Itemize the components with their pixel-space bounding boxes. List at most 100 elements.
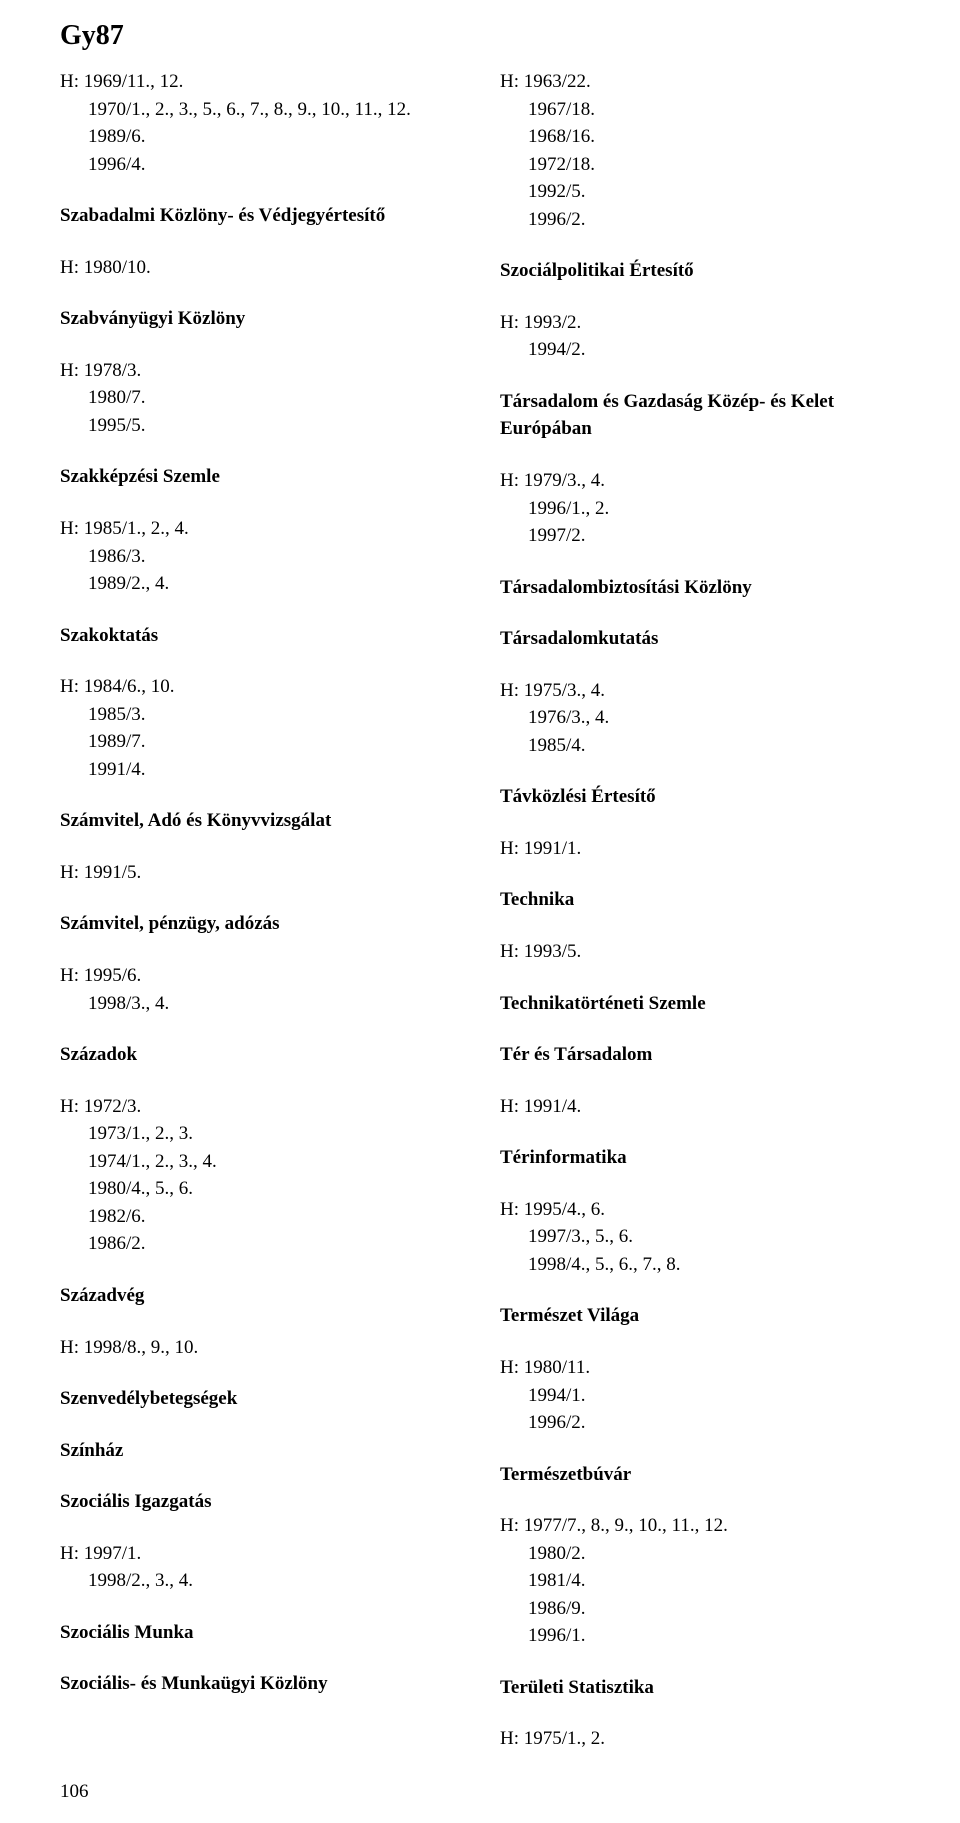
entry-block: Századok bbox=[60, 1041, 460, 1069]
entry-line: H: 1969/11., 12. bbox=[60, 68, 460, 96]
entry-line: 1996/2. bbox=[500, 1409, 900, 1437]
entry-line: 1989/7. bbox=[60, 728, 460, 756]
entry-line: 1981/4. bbox=[500, 1567, 900, 1595]
entry-block: H: 1993/2.1994/2. bbox=[500, 309, 900, 364]
entry-block: H: 1963/22.1967/18.1968/16.1972/18.1992/… bbox=[500, 68, 900, 233]
entry-line: 1998/3., 4. bbox=[60, 990, 460, 1018]
entry-line: 1986/9. bbox=[500, 1595, 900, 1623]
document-header: Gy87 bbox=[60, 20, 900, 52]
entry-block: Szakképzési Szemle bbox=[60, 463, 460, 491]
entry-block: Színház bbox=[60, 1437, 460, 1465]
entry-title: Számvitel, Adó és Könyvvizsgálat bbox=[60, 807, 460, 835]
entry-block: Szabványügyi Közlöny bbox=[60, 305, 460, 333]
entry-line: H: 1998/8., 9., 10. bbox=[60, 1334, 460, 1362]
entry-title: Társadalombiztosítási Közlöny bbox=[500, 574, 900, 602]
entry-block: H: 1993/5. bbox=[500, 938, 900, 966]
entry-line: H: 1995/4., 6. bbox=[500, 1196, 900, 1224]
entry-block: H: 1975/3., 4.1976/3., 4.1985/4. bbox=[500, 677, 900, 760]
entry-line: H: 1993/5. bbox=[500, 938, 900, 966]
entry-line: 1980/2. bbox=[500, 1540, 900, 1568]
entry-block: Szociális Munka bbox=[60, 1619, 460, 1647]
entry-title: Szociálpolitikai Értesítő bbox=[500, 257, 900, 285]
entry-title: Szakképzési Szemle bbox=[60, 463, 460, 491]
entry-block: Távközlési Értesítő bbox=[500, 783, 900, 811]
entry-title: Szakoktatás bbox=[60, 622, 460, 650]
entry-line: H: 1985/1., 2., 4. bbox=[60, 515, 460, 543]
entry-line: H: 1979/3., 4. bbox=[500, 467, 900, 495]
entry-line: 1996/1., 2. bbox=[500, 495, 900, 523]
entry-block: H: 1969/11., 12.1970/1., 2., 3., 5., 6.,… bbox=[60, 68, 460, 178]
entry-title: Társadalom és Gazdaság Közép- és Kelet E… bbox=[500, 388, 900, 443]
entry-block: H: 1995/6.1998/3., 4. bbox=[60, 962, 460, 1017]
entry-line: H: 1997/1. bbox=[60, 1540, 460, 1568]
two-column-layout: H: 1969/11., 12.1970/1., 2., 3., 5., 6.,… bbox=[60, 68, 900, 1777]
entry-line: H: 1978/3. bbox=[60, 357, 460, 385]
right-column: H: 1963/22.1967/18.1968/16.1972/18.1992/… bbox=[500, 68, 900, 1777]
entry-line: H: 1972/3. bbox=[60, 1093, 460, 1121]
entry-line: 1982/6. bbox=[60, 1203, 460, 1231]
entry-block: Technikatörténeti Szemle bbox=[500, 990, 900, 1018]
entry-line: 1985/4. bbox=[500, 732, 900, 760]
entry-title: Századvég bbox=[60, 1282, 460, 1310]
entry-block: H: 1991/4. bbox=[500, 1093, 900, 1121]
entry-block: H: 1980/11.1994/1.1996/2. bbox=[500, 1354, 900, 1437]
entry-line: H: 1963/22. bbox=[500, 68, 900, 96]
entry-block: H: 1997/1.1998/2., 3., 4. bbox=[60, 1540, 460, 1595]
entry-block: Természetbúvár bbox=[500, 1461, 900, 1489]
entry-title: Technika bbox=[500, 886, 900, 914]
page: Gy87 H: 1969/11., 12.1970/1., 2., 3., 5.… bbox=[0, 0, 960, 1823]
entry-block: Szenvedélybetegségek bbox=[60, 1385, 460, 1413]
entry-block: H: 1998/8., 9., 10. bbox=[60, 1334, 460, 1362]
entry-line: 1989/2., 4. bbox=[60, 570, 460, 598]
entry-block: Térinformatika bbox=[500, 1144, 900, 1172]
entry-line: H: 1993/2. bbox=[500, 309, 900, 337]
entry-line: 1986/2. bbox=[60, 1230, 460, 1258]
entry-block: Technika bbox=[500, 886, 900, 914]
entry-line: H: 1980/11. bbox=[500, 1354, 900, 1382]
entry-block: H: 1977/7., 8., 9., 10., 11., 12.1980/2.… bbox=[500, 1512, 900, 1650]
entry-block: H: 1995/4., 6.1997/3., 5., 6.1998/4., 5.… bbox=[500, 1196, 900, 1279]
entry-block: H: 1991/1. bbox=[500, 835, 900, 863]
entry-line: 1976/3., 4. bbox=[500, 704, 900, 732]
entry-block: Századvég bbox=[60, 1282, 460, 1310]
entry-title: Századok bbox=[60, 1041, 460, 1069]
entry-block: Szabadalmi Közlöny- és Védjegyértesítő bbox=[60, 202, 460, 230]
entry-block: Szociális Igazgatás bbox=[60, 1488, 460, 1516]
entry-line: 1998/4., 5., 6., 7., 8. bbox=[500, 1251, 900, 1279]
entry-line: 1970/1., 2., 3., 5., 6., 7., 8., 9., 10.… bbox=[60, 96, 460, 124]
entry-line: 1985/3. bbox=[60, 701, 460, 729]
entry-line: H: 1991/1. bbox=[500, 835, 900, 863]
entry-line: 1997/2. bbox=[500, 522, 900, 550]
entry-line: H: 1980/10. bbox=[60, 254, 460, 282]
entry-line: H: 1991/4. bbox=[500, 1093, 900, 1121]
entry-title: Szociális- és Munkaügyi Közlöny bbox=[60, 1670, 460, 1698]
entry-block: Területi Statisztika bbox=[500, 1674, 900, 1702]
left-column: H: 1969/11., 12.1970/1., 2., 3., 5., 6.,… bbox=[60, 68, 460, 1777]
entry-line: 1980/7. bbox=[60, 384, 460, 412]
entry-line: 1968/16. bbox=[500, 123, 900, 151]
entry-block: H: 1985/1., 2., 4.1986/3.1989/2., 4. bbox=[60, 515, 460, 598]
entry-title: Szabványügyi Közlöny bbox=[60, 305, 460, 333]
entry-line: 1986/3. bbox=[60, 543, 460, 571]
entry-line: H: 1995/6. bbox=[60, 962, 460, 990]
entry-title: Természet Világa bbox=[500, 1302, 900, 1330]
entry-line: 1996/2. bbox=[500, 206, 900, 234]
entry-line: 1998/2., 3., 4. bbox=[60, 1567, 460, 1595]
entry-block: Szakoktatás bbox=[60, 622, 460, 650]
entry-title: Távközlési Értesítő bbox=[500, 783, 900, 811]
entry-line: 1995/5. bbox=[60, 412, 460, 440]
entry-line: 1997/3., 5., 6. bbox=[500, 1223, 900, 1251]
entry-title: Térinformatika bbox=[500, 1144, 900, 1172]
entry-block: H: 1980/10. bbox=[60, 254, 460, 282]
entry-line: H: 1975/1., 2. bbox=[500, 1725, 900, 1753]
entry-block: Természet Világa bbox=[500, 1302, 900, 1330]
entry-line: 1972/18. bbox=[500, 151, 900, 179]
entry-block: Tér és Társadalom bbox=[500, 1041, 900, 1069]
entry-line: 1974/1., 2., 3., 4. bbox=[60, 1148, 460, 1176]
entry-block: H: 1991/5. bbox=[60, 859, 460, 887]
entry-line: 1992/5. bbox=[500, 178, 900, 206]
entry-block: Társadalombiztosítási Közlöny bbox=[500, 574, 900, 602]
entry-block: Szociálpolitikai Értesítő bbox=[500, 257, 900, 285]
entry-title: Szociális Munka bbox=[60, 1619, 460, 1647]
entry-line: 1973/1., 2., 3. bbox=[60, 1120, 460, 1148]
